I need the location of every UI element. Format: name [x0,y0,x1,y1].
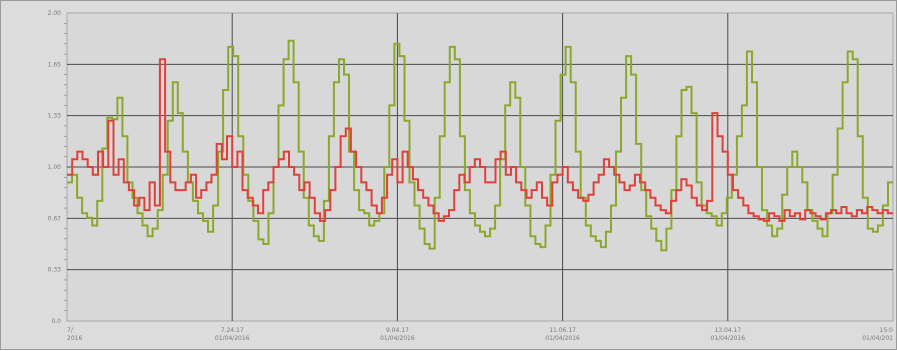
x-tick-sublabel: 01/04/2016 [380,335,415,342]
x-tick-label: 15:0 [880,327,894,334]
x-tick-sublabel: 01/04/2016 [711,335,746,342]
x-tick-sublabel: 01/04/2016 [215,335,250,342]
x-tick-sublabel: 2016 [67,335,82,342]
x-tick-sublabel: 01/04/201 [862,335,893,342]
y-tick-label: 0.0 [51,318,61,325]
x-tick-sublabel: 01/04/2016 [545,335,580,342]
y-tick-label: 1.65 [48,61,62,68]
x-tick-label: 7/ [67,327,74,334]
x-tick-label: 9.04.17 [386,327,409,334]
y-tick-label: 1.33 [48,113,62,120]
y-tick-label: 0.67 [48,215,62,222]
series-line-2 [67,58,893,222]
y-tick-label: 0.33 [48,267,62,274]
x-tick-label: 13.04.17 [714,327,741,334]
y-tick-label: 1.00 [48,164,62,171]
x-tick-label: 7.24.17 [221,327,244,334]
x-tick-label: 11.06.17 [549,327,576,334]
y-tick-label: 2.00 [48,10,62,17]
series-line-1 [67,39,893,252]
